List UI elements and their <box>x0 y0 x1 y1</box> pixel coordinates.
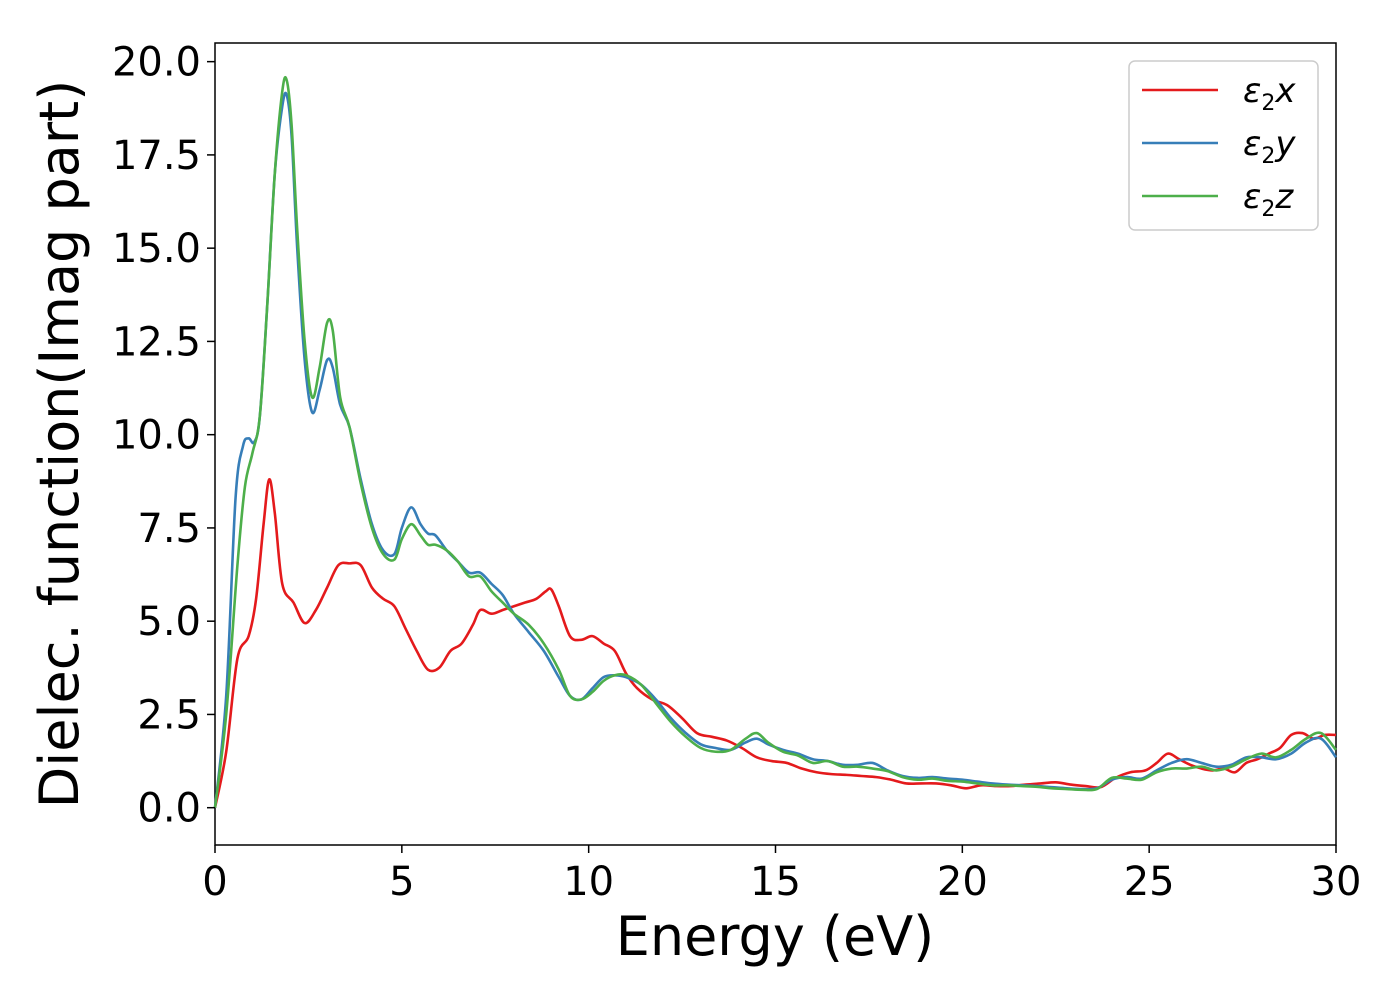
series-line-z <box>213 75 1338 808</box>
x-tick-label: 20 <box>937 859 988 905</box>
y-axis-label: Dielec. function(Imag part) <box>28 80 91 809</box>
y-tick-label: 10.0 <box>112 413 201 459</box>
legend-box <box>1128 60 1319 231</box>
y-tick-label: 20.0 <box>112 40 201 86</box>
x-axis: 0 5 10 15 20 25 30 <box>202 845 1361 905</box>
y-tick-label: 7.5 <box>137 506 201 552</box>
x-tick-label: 25 <box>1124 859 1175 905</box>
legend-label-z: ε2z <box>1243 177 1294 222</box>
x-tick-label: 15 <box>750 859 801 905</box>
x-tick-label: 10 <box>563 859 614 905</box>
y-tick-label: 5.0 <box>137 599 201 645</box>
series-line-x <box>213 478 1337 808</box>
y-tick-label: 17.5 <box>112 133 201 179</box>
legend: ε2x ε2y ε2z <box>1128 60 1319 231</box>
y-tick-label: 12.5 <box>112 319 201 365</box>
x-axis-label: Energy (eV) <box>616 905 935 968</box>
x-tick-label: 0 <box>202 859 227 905</box>
series-layer <box>213 75 1338 808</box>
x-tick-label: 5 <box>389 859 414 905</box>
y-tick-label: 0.0 <box>137 786 201 832</box>
y-tick-label: 15.0 <box>112 226 201 272</box>
legend-label-x: ε2x <box>1243 71 1296 116</box>
x-tick-label: 30 <box>1311 859 1362 905</box>
legend-label-y: ε2y <box>1243 124 1296 169</box>
y-axis: 0.0 2.5 5.0 7.5 10.0 12.5 15.0 17.5 20.0 <box>112 40 215 832</box>
y-tick-label: 2.5 <box>137 692 201 738</box>
